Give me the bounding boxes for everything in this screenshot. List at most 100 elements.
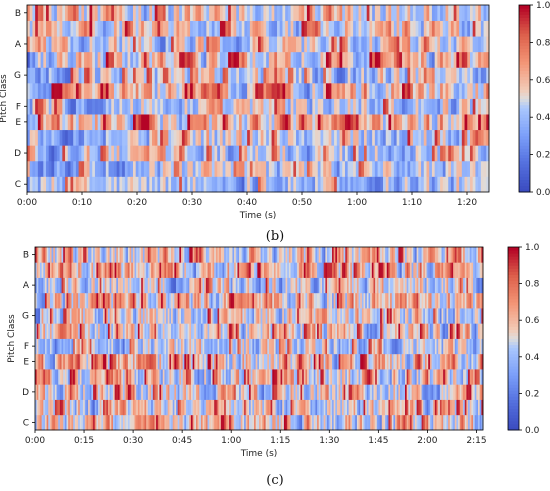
heatmap-cell [217, 98, 221, 115]
heatmap-cell [418, 414, 421, 431]
heatmap-cell [141, 51, 145, 68]
heatmap-cell [428, 308, 431, 324]
heatmap-cell [35, 67, 39, 84]
heatmap-cell [418, 353, 421, 370]
heatmap-cell [138, 36, 142, 53]
heatmap-cell [424, 399, 427, 416]
heatmap-cell [206, 51, 210, 68]
heatmap-cell [149, 36, 153, 53]
heatmap-cell [228, 20, 232, 37]
heatmap-cell [109, 369, 112, 385]
heatmap-cell [40, 145, 44, 162]
heatmap-cell [99, 277, 102, 294]
heatmap-cell [219, 51, 224, 68]
heatmap-cell [194, 323, 197, 339]
heatmap-cell [400, 414, 403, 431]
heatmap-cell [301, 98, 305, 115]
heatmap-cell [144, 292, 147, 309]
heatmap-cell [386, 399, 389, 416]
heatmap-cell [396, 51, 400, 68]
heatmap-cell [275, 353, 278, 370]
heatmap-cell [288, 292, 291, 309]
heatmap-cell [78, 36, 82, 53]
heatmap-cell [92, 145, 96, 162]
heatmap-cell [124, 308, 127, 324]
heatmap-cell [260, 384, 263, 400]
heatmap-cell [298, 114, 302, 131]
heatmap-cell [162, 129, 166, 146]
heatmap-cell [481, 384, 484, 400]
heatmap-cell [267, 308, 270, 324]
heatmap-cell [247, 5, 251, 21]
heatmap-cell [252, 308, 255, 324]
heatmap-cell [257, 277, 260, 294]
heatmap-cell [454, 384, 457, 400]
heatmap-cell [434, 36, 438, 53]
heatmap-cell [255, 308, 258, 324]
heatmap-cell [74, 292, 77, 309]
heatmap-cell [312, 160, 316, 177]
heatmap-cell [146, 369, 149, 385]
heatmap-cell [65, 51, 69, 68]
heatmap-cell [309, 114, 313, 131]
heatmap-cell [317, 338, 320, 355]
heatmap-cell [295, 414, 298, 431]
heatmap-cell [195, 36, 199, 53]
heatmap-cell [360, 369, 363, 385]
heatmap-cell [323, 160, 327, 177]
heatmap-cell [131, 384, 134, 400]
heatmap-cell [169, 277, 172, 294]
heatmap-cell [105, 20, 109, 37]
heatmap-cell [198, 145, 202, 162]
heatmap-cell [217, 160, 221, 177]
colorbar-tick-label: 0.6 [536, 76, 550, 86]
heatmap-cell [480, 5, 484, 21]
heatmap-cell [370, 369, 373, 385]
heatmap-cell [154, 369, 157, 385]
heatmap-cell [96, 414, 99, 431]
heatmap-cell [377, 67, 381, 84]
heatmap-cell [446, 277, 449, 294]
heatmap-cell [122, 20, 126, 37]
heatmap-cell [99, 384, 102, 400]
heatmap-cell [245, 369, 248, 385]
heatmap-cell [419, 277, 423, 294]
heatmap-cell [486, 114, 490, 131]
heatmap-cell [71, 338, 74, 355]
heatmap-cell [385, 145, 389, 162]
heatmap-cell [219, 292, 222, 309]
heatmap-cell [65, 5, 69, 21]
heatmap-cells [27, 5, 490, 193]
heatmap-cell [320, 338, 323, 355]
heatmap-cell [86, 5, 90, 21]
heatmap-cell [372, 82, 376, 99]
heatmap-cell [249, 414, 252, 431]
heatmap-cell [161, 308, 164, 324]
heatmap-cell [376, 338, 379, 355]
heatmap-cell [81, 277, 84, 294]
heatmap-cell [184, 308, 187, 324]
heatmap-cell [240, 353, 243, 370]
heatmap-cell [322, 277, 325, 294]
heatmap-cell [154, 160, 158, 177]
heatmap-cell [474, 323, 477, 339]
heatmap-cell [469, 414, 472, 431]
heatmap-cell [277, 67, 281, 84]
heatmap-cell [356, 414, 359, 431]
heatmap-cell [418, 114, 422, 131]
heatmap-cell [100, 145, 104, 162]
heatmap-cell [224, 369, 227, 385]
heatmap-cell [252, 20, 256, 37]
heatmap-cell [350, 67, 354, 84]
heatmap-cell [441, 338, 444, 355]
heatmap-cell [109, 262, 112, 278]
heatmap-cell [210, 353, 213, 370]
heatmap-cell [119, 308, 122, 324]
heatmap-cell [423, 308, 426, 324]
heatmap-cell [398, 369, 401, 385]
heatmap-cell [469, 338, 472, 355]
heatmap-cell [390, 323, 393, 339]
heatmap-cell [237, 323, 240, 339]
heatmap-cell [315, 114, 319, 131]
heatmap-cell [242, 414, 245, 431]
